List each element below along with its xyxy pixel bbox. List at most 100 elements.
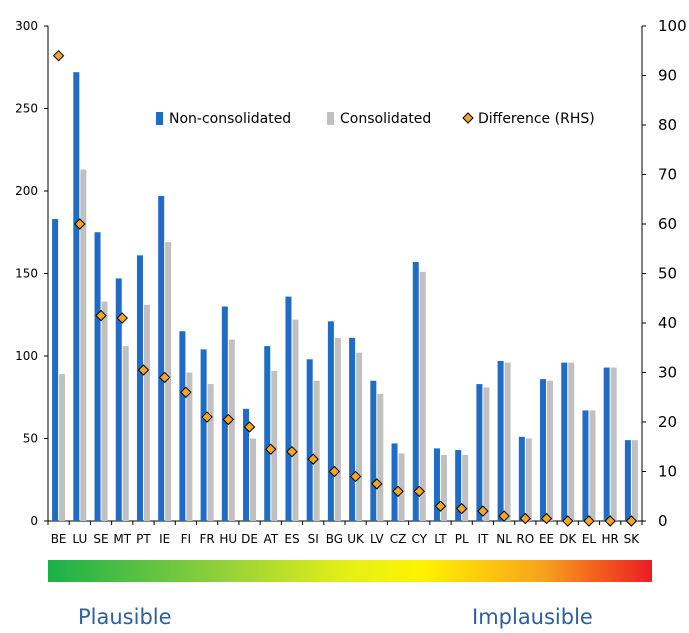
difference-marker (540, 512, 553, 525)
right-tick-label: 50 (658, 265, 677, 283)
category-label: IT (477, 532, 489, 546)
category-label: IE (159, 532, 170, 546)
difference-marker (286, 445, 298, 458)
bar-non-consolidated (73, 72, 80, 521)
bar-consolidated (589, 410, 596, 521)
category-label: SE (93, 532, 108, 546)
legend-label-consolidated: Consolidated (340, 111, 431, 127)
category-label: BG (326, 532, 343, 546)
difference-marker (498, 510, 510, 522)
bar-consolidated (250, 438, 257, 521)
bar-consolidated (610, 367, 617, 521)
bar-consolidated (143, 304, 150, 521)
category-label: EL (582, 532, 597, 546)
category-label: DK (559, 532, 577, 546)
difference-marker (265, 443, 277, 455)
left-tick-label: 100 (15, 349, 38, 363)
category-label: DE (241, 532, 258, 546)
difference-marker (477, 505, 489, 517)
bar-non-consolidated (221, 306, 228, 521)
category-label: MT (113, 532, 131, 546)
category-label: PL (455, 532, 469, 546)
bar-non-consolidated (52, 219, 59, 522)
bar-consolidated (165, 242, 172, 521)
chart: 0 50 100 150 200 250 300 0 10 20 30 40 50 60 70 80 90 100… (15, 17, 687, 546)
bar-non-consolidated (391, 443, 398, 521)
right-tick-label: 20 (658, 413, 677, 431)
left-tick-label: 0 (30, 514, 38, 528)
difference-marker (158, 371, 171, 384)
category-label: LV (370, 532, 384, 546)
bar-non-consolidated (476, 384, 483, 521)
category-label: FR (199, 532, 214, 546)
category-label: BE (51, 532, 67, 546)
bar-non-consolidated (412, 261, 419, 521)
category-label: AT (263, 532, 278, 546)
legend-swatch-non-consolidated (156, 112, 163, 125)
plausible-label: Plausible (78, 605, 172, 629)
plausibility-gradient-bar (48, 560, 652, 582)
bar-non-consolidated (200, 349, 207, 521)
bar-consolidated (356, 352, 363, 521)
bar-non-consolidated (603, 367, 610, 521)
legend-marker-difference (462, 112, 474, 124)
category-label: CY (412, 532, 428, 546)
bar-consolidated (101, 301, 108, 521)
difference-marker (604, 515, 616, 527)
bar-consolidated (483, 387, 490, 521)
difference-marker (222, 413, 235, 426)
bar-consolidated (631, 440, 638, 521)
difference-marker (583, 515, 595, 527)
bar-consolidated (228, 339, 235, 521)
category-label: FI (181, 532, 191, 546)
category-label: HR (601, 532, 618, 546)
difference-marker (328, 465, 341, 478)
bar-consolidated (504, 362, 511, 521)
category-label: CZ (390, 532, 407, 546)
difference-marker (74, 218, 86, 230)
bar-non-consolidated (136, 255, 143, 521)
difference-marker (243, 421, 256, 433)
bar-consolidated (547, 380, 554, 521)
bar-consolidated (377, 393, 384, 521)
difference-marker (95, 309, 107, 322)
difference-marker (137, 364, 150, 376)
category-label: LT (434, 532, 447, 546)
right-tick-label: 40 (658, 314, 677, 332)
legend-label-difference: Difference (RHS) (478, 111, 595, 127)
difference-marker (625, 515, 638, 527)
bar-non-consolidated (582, 410, 589, 521)
category-label: UK (347, 532, 365, 546)
bar-non-consolidated (370, 380, 377, 521)
left-tick-label: 50 (23, 432, 38, 446)
bar-consolidated (334, 337, 341, 521)
category-label: SI (308, 532, 319, 546)
category-label: LU (72, 532, 87, 546)
bar-consolidated (440, 455, 447, 521)
left-tick-label: 200 (15, 184, 38, 198)
difference-marker (180, 386, 192, 399)
bar-non-consolidated (306, 359, 313, 521)
difference-marker (455, 502, 468, 515)
right-tick-label: 0 (658, 512, 668, 530)
bar-consolidated (398, 453, 405, 521)
category-label: HU (219, 532, 237, 546)
difference-marker (371, 478, 383, 490)
left-tick-label: 300 (15, 19, 38, 33)
bar-non-consolidated (624, 440, 631, 521)
difference-marker (349, 470, 362, 483)
difference-marker (519, 512, 532, 525)
bar-consolidated (313, 380, 320, 521)
bar-consolidated (80, 169, 87, 522)
bar-consolidated (292, 319, 299, 521)
difference-marker (307, 453, 319, 465)
legend-label-non-consolidated: Non-consolidated (169, 111, 291, 127)
difference-marker (413, 485, 425, 498)
bar-non-consolidated (540, 379, 547, 521)
bar-consolidated (207, 384, 214, 521)
bar-non-consolidated (285, 296, 292, 521)
bar-consolidated (568, 362, 575, 521)
bar-non-consolidated (349, 337, 356, 521)
bar-consolidated (59, 374, 66, 521)
legend-swatch-consolidated (327, 112, 334, 125)
